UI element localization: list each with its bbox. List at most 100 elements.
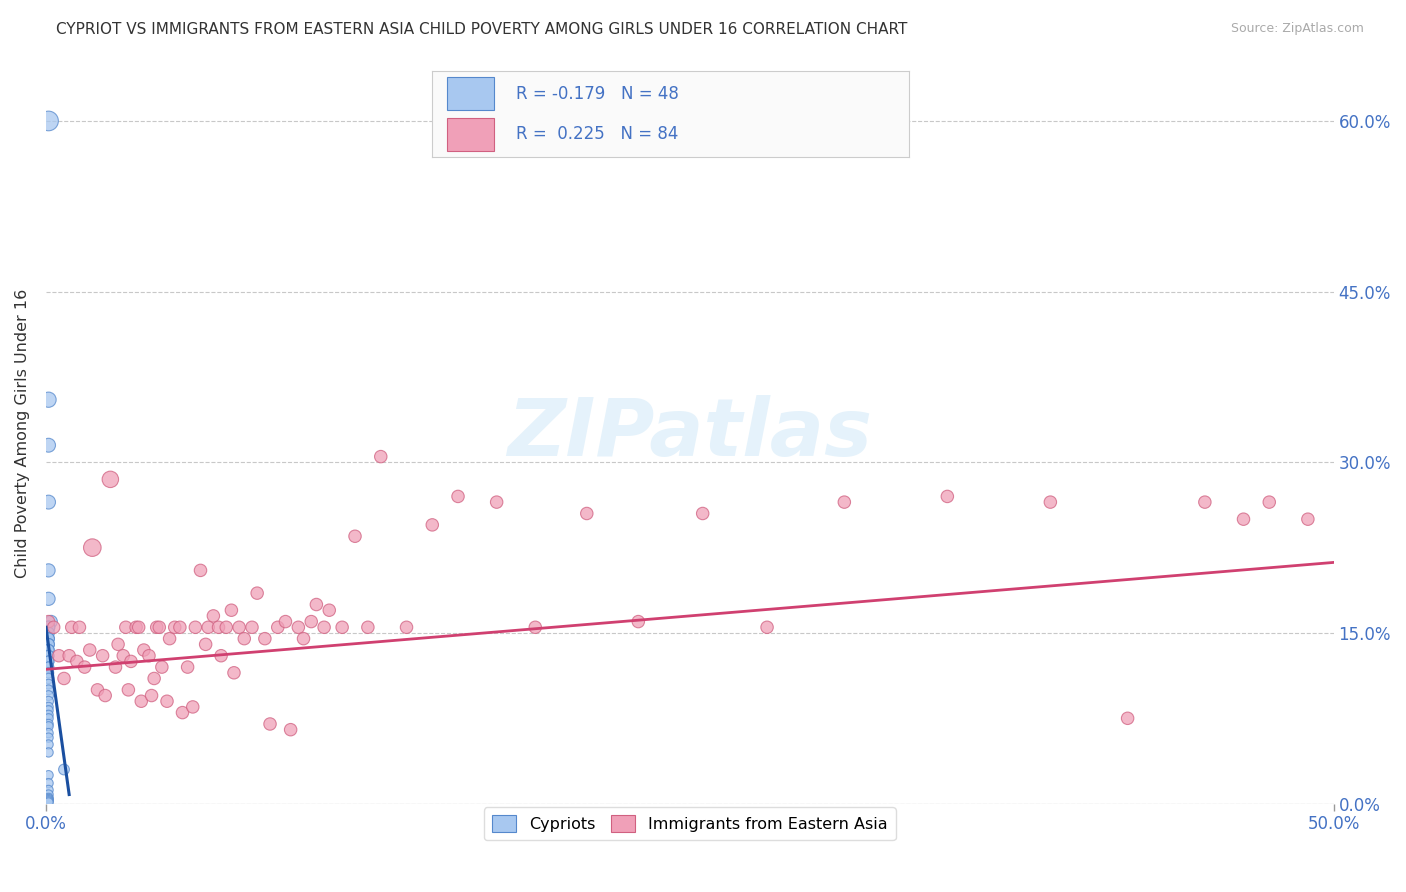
Point <box>834 495 856 509</box>
Point <box>132 643 155 657</box>
Point <box>38 719 60 733</box>
Point <box>38 637 60 651</box>
Point <box>38 672 60 686</box>
Point <box>94 689 117 703</box>
Point <box>1232 512 1254 526</box>
Point <box>38 792 60 806</box>
Point <box>82 541 104 555</box>
Point <box>343 529 366 543</box>
Point <box>38 660 60 674</box>
Point <box>330 620 353 634</box>
Point <box>38 654 60 668</box>
Point <box>38 703 60 717</box>
Point <box>215 620 238 634</box>
Point <box>141 689 163 703</box>
Point <box>38 689 60 703</box>
Point <box>38 563 60 577</box>
Point <box>318 603 340 617</box>
Point <box>194 637 217 651</box>
Point <box>38 682 60 697</box>
Point <box>38 700 60 714</box>
Point <box>222 665 245 680</box>
Point <box>1039 495 1062 509</box>
Point <box>38 717 60 731</box>
Point <box>38 796 60 810</box>
Point <box>287 620 309 634</box>
Point <box>38 746 60 760</box>
Point <box>60 620 83 634</box>
Text: CYPRIOT VS IMMIGRANTS FROM EASTERN ASIA CHILD POVERTY AMONG GIRLS UNDER 16 CORRE: CYPRIOT VS IMMIGRANTS FROM EASTERN ASIA … <box>56 22 908 37</box>
Y-axis label: Child Poverty Among Girls Under 16: Child Poverty Among Girls Under 16 <box>15 289 30 579</box>
Point <box>233 632 256 646</box>
Legend: Cypriots, Immigrants from Eastern Asia: Cypriots, Immigrants from Eastern Asia <box>484 807 896 840</box>
Point <box>176 660 198 674</box>
Point <box>58 648 80 663</box>
Point <box>197 620 219 634</box>
Point <box>246 586 269 600</box>
Point <box>38 648 60 663</box>
Point <box>38 620 60 634</box>
Point <box>128 620 150 634</box>
Point <box>125 620 148 634</box>
Point <box>156 694 179 708</box>
Point <box>38 495 60 509</box>
Point <box>163 620 186 634</box>
Point <box>292 632 315 646</box>
Text: ZIPatlas: ZIPatlas <box>508 395 872 473</box>
Point <box>79 643 101 657</box>
Point <box>181 700 204 714</box>
Point <box>38 726 60 740</box>
Point <box>1296 512 1319 526</box>
Point <box>159 632 181 646</box>
Point <box>38 648 60 663</box>
Point <box>73 660 96 674</box>
Point <box>38 791 60 805</box>
Point <box>259 717 281 731</box>
Point <box>267 620 290 634</box>
Point <box>66 654 89 668</box>
Point <box>1194 495 1216 509</box>
Point <box>42 620 65 634</box>
Point <box>575 507 598 521</box>
Point <box>936 490 959 504</box>
Point <box>280 723 302 737</box>
Point <box>357 620 380 634</box>
Point <box>38 677 60 691</box>
Point <box>120 654 142 668</box>
Point <box>207 620 229 634</box>
Point <box>38 620 60 634</box>
Point <box>145 620 167 634</box>
Point <box>38 694 60 708</box>
Point <box>38 776 60 790</box>
Point <box>228 620 250 634</box>
Point <box>756 620 779 634</box>
Point <box>148 620 170 634</box>
Point <box>299 615 322 629</box>
Point <box>240 620 263 634</box>
Point <box>98 472 121 486</box>
Point <box>169 620 191 634</box>
Point <box>114 620 136 634</box>
Point <box>1258 495 1281 509</box>
Point <box>53 672 76 686</box>
Point <box>38 783 60 797</box>
Point <box>53 763 76 777</box>
Point <box>274 615 297 629</box>
Point <box>38 438 60 452</box>
Point <box>38 768 60 782</box>
Text: Source: ZipAtlas.com: Source: ZipAtlas.com <box>1230 22 1364 36</box>
Point <box>172 706 194 720</box>
Point <box>38 665 60 680</box>
Point <box>38 711 60 725</box>
Point <box>447 490 470 504</box>
Point <box>150 660 173 674</box>
Point <box>112 648 135 663</box>
Point <box>138 648 160 663</box>
Point <box>38 788 60 802</box>
Point <box>524 620 547 634</box>
Point <box>38 731 60 745</box>
Point <box>485 495 508 509</box>
Point <box>314 620 336 634</box>
Point <box>143 672 166 686</box>
Point <box>38 660 60 674</box>
